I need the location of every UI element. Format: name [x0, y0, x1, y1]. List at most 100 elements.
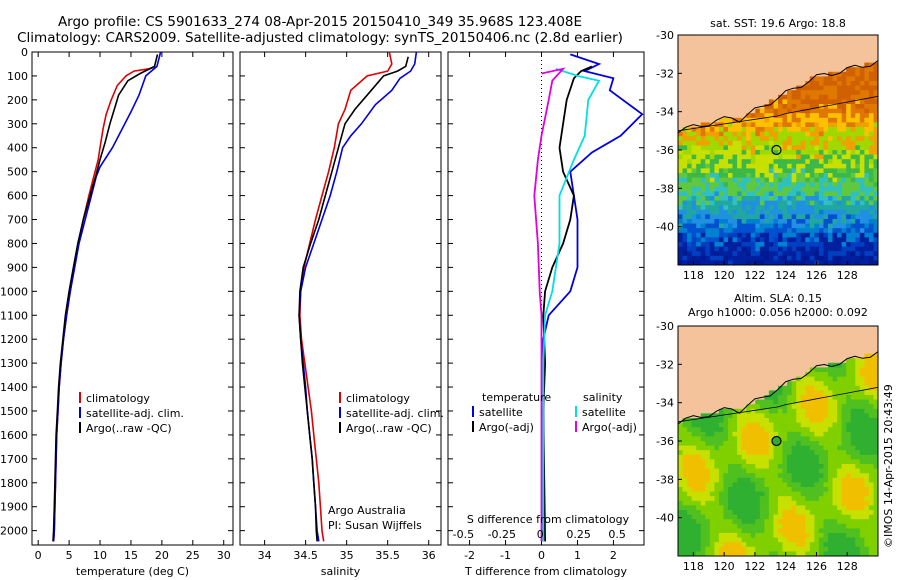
map-cell [750, 237, 756, 243]
map-cell [846, 551, 852, 556]
map-cell [873, 94, 878, 100]
map-cell [723, 140, 729, 146]
title-line-2: Climatology: CARS2009. Satellite-adjuste… [17, 30, 623, 46]
map-cell [691, 209, 697, 215]
map-cell [714, 53, 720, 59]
map-cell [773, 94, 779, 100]
map-cell [750, 131, 756, 137]
map-cell [755, 182, 761, 188]
map-cell [846, 39, 852, 45]
map-cell [778, 450, 784, 456]
map-y-tick-label: -32 [656, 67, 674, 80]
map-cell [755, 191, 761, 197]
map-cell [746, 191, 752, 197]
map-cell [705, 404, 711, 410]
map-cell [709, 353, 715, 359]
map-cell [728, 436, 734, 442]
map-cell [796, 214, 802, 220]
map-cell [746, 514, 752, 520]
map-cell [678, 196, 684, 202]
map-cell [773, 145, 779, 151]
map-cell [718, 330, 724, 336]
map-cell [700, 551, 706, 556]
map-cell [682, 71, 688, 77]
map-cell [828, 35, 834, 41]
map-cell [768, 408, 774, 414]
map-cell [696, 408, 702, 414]
map-cell [709, 390, 715, 396]
map-cell [809, 505, 815, 511]
map-cell [750, 326, 756, 332]
map-cell [759, 196, 765, 202]
map-cell [805, 58, 811, 64]
map-x-tick-label: 120 [714, 269, 735, 282]
map-cell [768, 232, 774, 238]
map-cell [859, 205, 865, 211]
map-cell [732, 468, 738, 474]
map-cell [678, 528, 684, 534]
map-cell [791, 53, 797, 59]
map-cell [828, 223, 834, 229]
map-cell [714, 454, 720, 460]
map-cell [828, 76, 834, 82]
map-cell [864, 413, 870, 419]
map-cell [868, 81, 874, 87]
map-cell [773, 349, 779, 355]
map-cell [787, 459, 793, 465]
map-cell [809, 196, 815, 202]
map-cell [714, 376, 720, 382]
legend-label: climatology [346, 392, 410, 405]
map-cell [791, 496, 797, 502]
map-cell [800, 372, 806, 378]
map-cell [768, 523, 774, 529]
map-cell [828, 335, 834, 341]
map-cell [814, 67, 820, 73]
map-cell [800, 35, 806, 41]
map-cell [678, 482, 684, 488]
map-cell [837, 528, 843, 534]
map-y-tick-label: -34 [656, 106, 674, 119]
map-cell [841, 542, 847, 548]
map-cell [768, 500, 774, 506]
map-cell [746, 376, 752, 382]
map-cell [782, 62, 788, 68]
map-cell [714, 445, 720, 451]
map-cell [732, 237, 738, 243]
map-cell [759, 182, 765, 188]
map-cell [787, 200, 793, 206]
map-cell [873, 182, 878, 188]
map-cell [787, 214, 793, 220]
map-cell [750, 344, 756, 350]
map-cell [841, 339, 847, 345]
map-cell [832, 62, 838, 68]
map-cell [778, 44, 784, 50]
map-cell [764, 464, 770, 470]
map-cell [687, 376, 693, 382]
map-cell [791, 500, 797, 506]
map-cell [818, 551, 824, 556]
map-cell [814, 81, 820, 87]
map-cell [796, 473, 802, 479]
map-cell [823, 399, 829, 405]
map-cell [800, 205, 806, 211]
map-cell [855, 168, 861, 174]
map-cell [678, 214, 684, 220]
map-cell [805, 464, 811, 470]
map-cell [773, 326, 779, 332]
map-cell [700, 523, 706, 529]
map-cell [768, 335, 774, 341]
map-cell [709, 349, 715, 355]
map-cell [728, 104, 734, 110]
map-cell [700, 177, 706, 183]
map-cell [846, 436, 852, 442]
map-cell [778, 344, 784, 350]
map-cell [764, 186, 770, 192]
map-cell [818, 159, 824, 165]
map-cell [809, 385, 815, 391]
map-cell [682, 422, 688, 428]
map-cell [800, 242, 806, 248]
map-cell [782, 326, 788, 332]
map-cell [705, 246, 711, 252]
map-cell [696, 431, 702, 437]
map-cell [855, 496, 861, 502]
